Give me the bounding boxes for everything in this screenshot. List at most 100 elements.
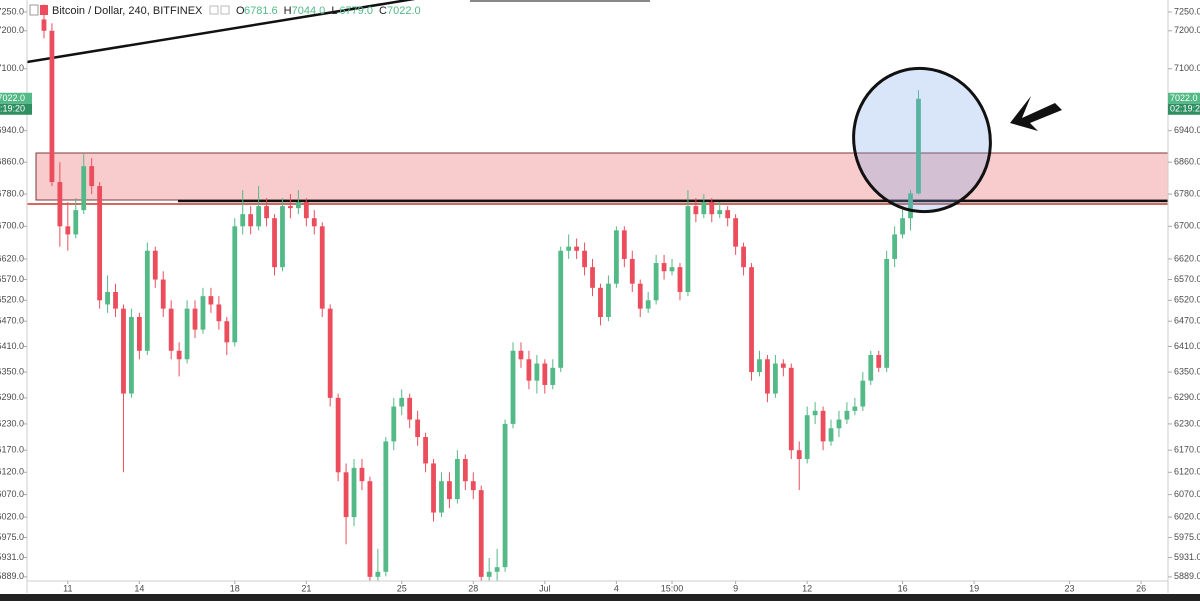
icon	[220, 5, 230, 15]
candle-body	[574, 246, 580, 251]
y-tick-label: 7200.0	[0, 25, 24, 35]
candle-body	[637, 283, 643, 309]
ohlc-letter: O	[236, 5, 245, 17]
y-tick-label: 6470.0	[0, 316, 24, 326]
candle-body	[685, 206, 691, 292]
y-tick-label: 6780.0	[0, 188, 24, 198]
x-tick-label: 25	[397, 583, 407, 593]
x-tick-label: 21	[301, 583, 311, 593]
axes: 7250.0 7250.0 7200.0 7200.0 7100.0 7100.0 6940…	[0, 6, 1200, 593]
y-tick-label: 6470.0	[1174, 316, 1200, 326]
candle-body	[796, 450, 802, 460]
candle-body	[749, 267, 754, 373]
candle-body	[57, 182, 63, 227]
x-tick-label: 14	[134, 583, 144, 593]
candle-body	[375, 571, 381, 577]
candle-body	[367, 481, 373, 577]
y-tick-label: 6700.0	[0, 221, 24, 231]
candle-body	[534, 363, 540, 381]
candle-body	[757, 359, 762, 373]
y-tick-label: 6020.0	[0, 511, 24, 521]
candle-body	[192, 308, 198, 330]
candle-body	[224, 321, 230, 343]
candle-body	[486, 571, 492, 577]
candle-body	[868, 355, 874, 381]
y-tick-label: 6350.0	[1174, 366, 1200, 376]
candle-body	[860, 380, 866, 407]
candle-body	[168, 308, 174, 351]
candle-body	[916, 98, 921, 194]
candle-body	[788, 367, 794, 451]
candle-body	[272, 218, 277, 268]
candle-body	[598, 287, 603, 318]
candle-body	[319, 226, 325, 309]
candle-body	[653, 263, 659, 301]
candle-body	[470, 481, 476, 491]
y-tick-label: 6780.0	[1174, 188, 1200, 198]
ohlc-letter: L	[331, 5, 337, 17]
candle-body	[645, 300, 651, 309]
candle-body	[908, 193, 913, 219]
y-tick-label: 5889.0	[0, 571, 24, 581]
ohlc-value: 6779.0	[339, 5, 373, 17]
candle-body	[383, 441, 389, 572]
chart-title: Bitcoin / Dollar, 240, BITFINEX	[52, 5, 203, 17]
candle-body	[81, 166, 87, 211]
last-price-label: 7022.0	[0, 93, 25, 103]
y-tick-label: 5931.0	[1174, 552, 1200, 562]
candle-body	[804, 415, 810, 460]
y-tick-label: 7250.0	[0, 6, 24, 16]
ohlc-value: 7022.0	[387, 5, 421, 17]
countdown-box	[0, 103, 32, 115]
candle-body	[892, 234, 898, 259]
candle-body	[526, 359, 532, 381]
icon	[40, 5, 48, 15]
candle-body	[772, 363, 778, 394]
countdown-box	[1168, 103, 1200, 115]
y-tick-label: 5975.0	[1174, 532, 1200, 542]
y-tick-label: 6520.0	[1174, 295, 1200, 305]
candle-body	[542, 363, 548, 385]
candle-body	[733, 218, 739, 247]
candle-body	[391, 406, 397, 442]
candle-body	[765, 359, 770, 394]
candle-body	[129, 317, 134, 394]
candle-body	[669, 267, 675, 272]
y-tick-label: 7100.0	[1174, 63, 1200, 73]
candle-body	[454, 459, 460, 500]
candle-body	[121, 308, 126, 394]
x-tick-label: 23	[1065, 583, 1075, 593]
x-tick-label: 12	[802, 583, 812, 593]
candle-body	[510, 350, 516, 424]
candle-body	[613, 230, 619, 284]
candle-body	[709, 202, 715, 215]
candle-body	[478, 490, 484, 577]
candle-body	[900, 218, 905, 235]
candle-body	[558, 250, 564, 368]
candle-body	[152, 250, 158, 280]
y-tick-label: 6290.0	[1174, 392, 1200, 402]
candle-body	[280, 206, 285, 268]
y-tick-label: 5975.0	[0, 532, 24, 542]
y-tick-label: 6070.0	[1174, 489, 1200, 499]
candle-body	[550, 367, 556, 385]
candle-body	[295, 202, 301, 209]
y-tick-label: 6570.0	[0, 274, 24, 284]
candle-body	[351, 467, 357, 518]
y-tick-label: 6940.0	[1174, 125, 1200, 135]
candle-body	[343, 472, 349, 518]
y-tick-label: 6860.0	[0, 157, 24, 167]
highlight-ellipse	[852, 66, 992, 214]
y-tick-label: 6700.0	[1174, 221, 1200, 231]
y-tick-label: 6620.0	[1174, 253, 1200, 263]
candle-body	[359, 467, 365, 482]
candle-body	[327, 308, 333, 398]
bottom-bar	[0, 594, 1200, 601]
candle-body	[232, 226, 238, 343]
candle-body	[256, 206, 262, 227]
candle-body	[725, 210, 731, 219]
x-tick-label: 19	[969, 583, 979, 593]
y-tick-label: 6520.0	[0, 295, 24, 305]
candle-body	[502, 423, 508, 568]
